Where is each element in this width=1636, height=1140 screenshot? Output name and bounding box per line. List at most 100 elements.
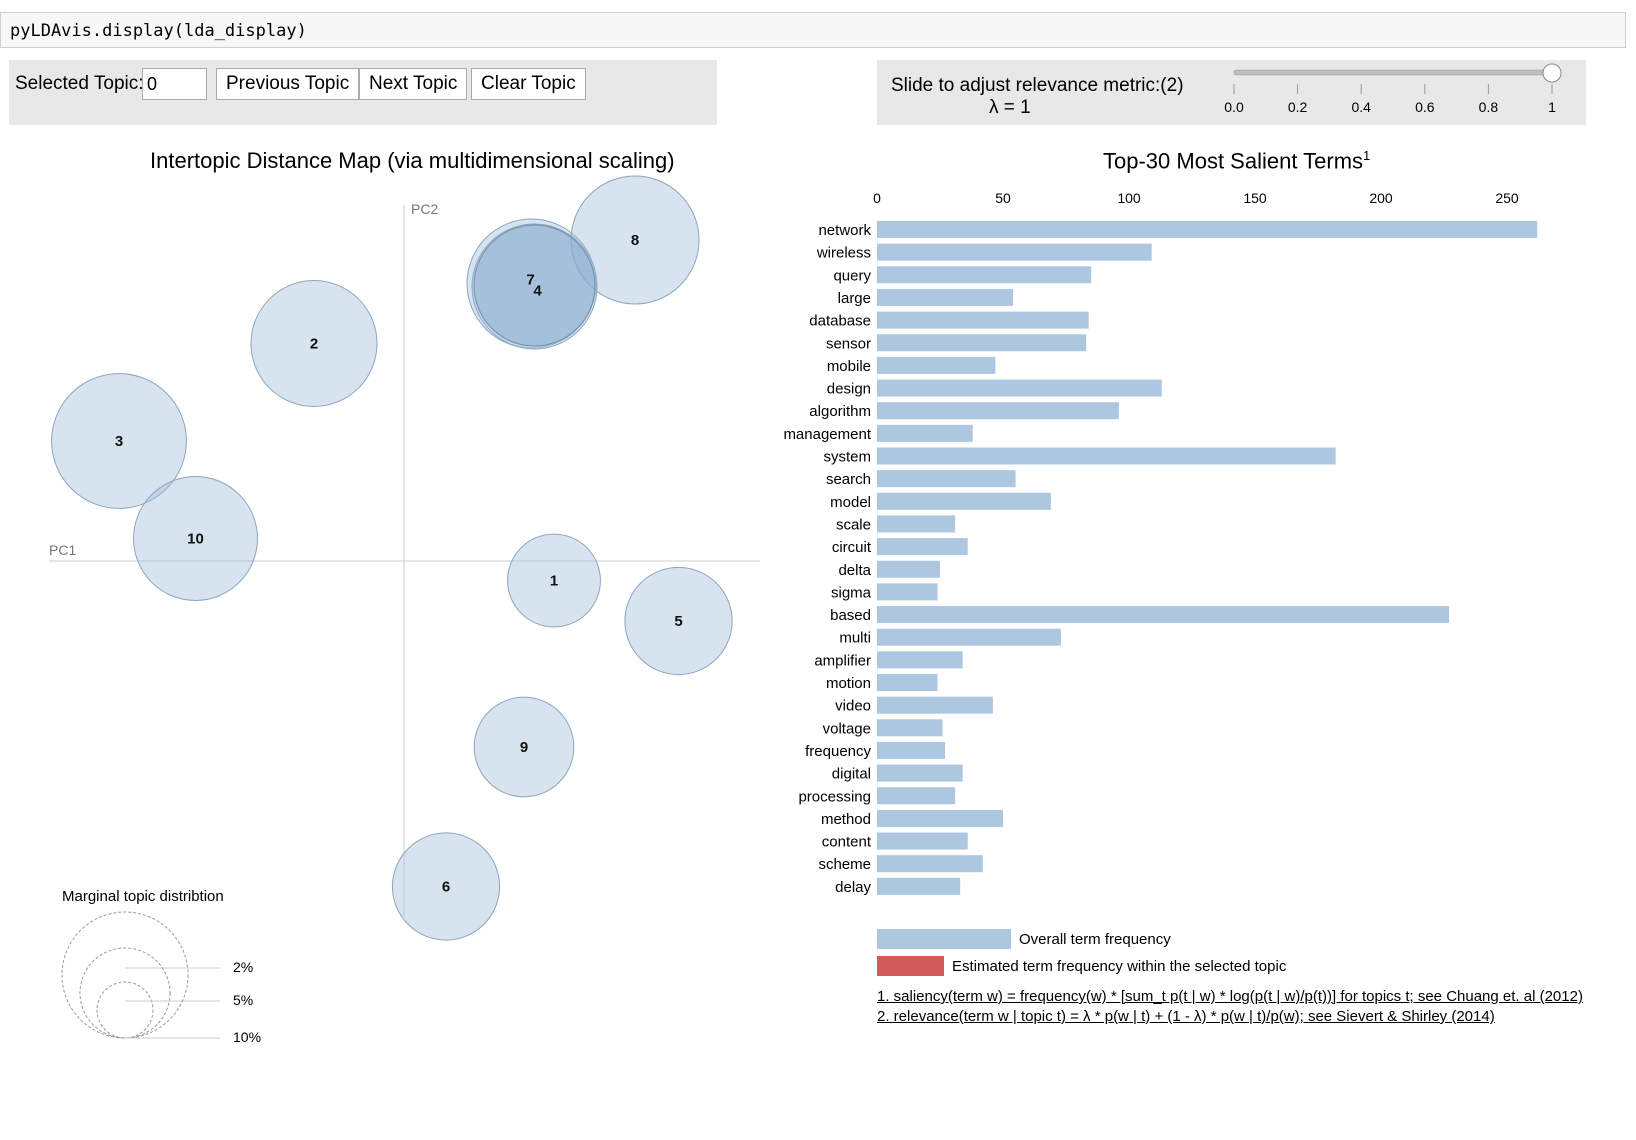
term-bar-management[interactable] bbox=[877, 424, 973, 442]
term-label-content[interactable]: content bbox=[822, 834, 872, 851]
term-bar-network[interactable] bbox=[877, 221, 1538, 238]
clear-topic-button[interactable]: Clear Topic bbox=[471, 68, 586, 100]
marginal-circle bbox=[96, 981, 154, 1039]
term-bar-based[interactable] bbox=[877, 606, 1450, 624]
slider-tick-label: 0.8 bbox=[1479, 99, 1499, 115]
term-label-multi[interactable]: multi bbox=[839, 630, 871, 647]
term-bar-content[interactable] bbox=[877, 832, 968, 850]
term-bars: network wireless query large database sensor m… bbox=[783, 221, 1538, 896]
relevance-slider[interactable]: 0.0 0.2 0.4 0.6 0.8 1 bbox=[877, 60, 1586, 125]
term-label-system[interactable]: system bbox=[823, 449, 871, 466]
term-bar-motion[interactable] bbox=[877, 674, 938, 691]
term-bar-query[interactable] bbox=[877, 266, 1092, 284]
term-bar-system[interactable] bbox=[877, 447, 1336, 465]
term-label-delta[interactable]: delta bbox=[838, 562, 871, 579]
term-bar-model[interactable] bbox=[877, 492, 1051, 510]
topic-bubble-3[interactable] bbox=[51, 373, 187, 509]
term-label-based[interactable]: based bbox=[830, 607, 871, 624]
intertopic-map-title: Intertopic Distance Map (via multidimens… bbox=[150, 148, 675, 173]
relevance-footnote[interactable]: 2. relevance(term w | topic t) = λ * p(w… bbox=[877, 1008, 1495, 1025]
term-bar-voltage[interactable] bbox=[877, 719, 943, 737]
term-bar-sensor[interactable] bbox=[877, 334, 1087, 352]
term-label-network[interactable]: network bbox=[818, 222, 871, 239]
slider-tick-label: 0.6 bbox=[1415, 99, 1435, 115]
term-bar-scheme[interactable] bbox=[877, 855, 983, 873]
term-bar-database[interactable] bbox=[877, 311, 1089, 329]
topic-bubble-4[interactable] bbox=[471, 223, 598, 350]
slider-ticks: 0.0 0.2 0.4 0.6 0.8 1 bbox=[1224, 84, 1556, 115]
term-label-voltage[interactable]: voltage bbox=[823, 720, 871, 737]
previous-topic-button[interactable]: Previous Topic bbox=[216, 68, 360, 100]
term-label-sigma[interactable]: sigma bbox=[831, 584, 872, 601]
topic-label-2: 2 bbox=[310, 336, 318, 353]
lambda-value-label: λ = 1 bbox=[989, 97, 1031, 118]
term-bar-circuit[interactable] bbox=[877, 538, 968, 556]
term-bar-mobile[interactable] bbox=[877, 356, 996, 374]
bar-xtick-label: 250 bbox=[1495, 190, 1519, 206]
marginal-topic-title: Marginal topic distribtion bbox=[62, 888, 224, 905]
term-label-model[interactable]: model bbox=[830, 494, 871, 511]
term-label-scheme[interactable]: scheme bbox=[818, 856, 871, 873]
topic-bubble-5[interactable] bbox=[624, 566, 733, 676]
term-bar-delay[interactable] bbox=[877, 877, 961, 895]
term-bar-frequency[interactable] bbox=[877, 741, 946, 759]
term-bar-video[interactable] bbox=[877, 696, 993, 714]
intertopic-axes: PC1 PC2 bbox=[49, 201, 760, 916]
term-bar-algorithm[interactable] bbox=[877, 402, 1119, 420]
next-topic-button[interactable]: Next Topic bbox=[359, 68, 468, 100]
term-bar-search[interactable] bbox=[877, 470, 1016, 488]
term-bar-multi[interactable] bbox=[877, 628, 1061, 646]
term-label-design[interactable]: design bbox=[827, 381, 871, 398]
term-label-search[interactable]: search bbox=[826, 471, 871, 488]
term-bar-processing[interactable] bbox=[877, 787, 956, 805]
term-label-mobile[interactable]: mobile bbox=[827, 358, 871, 375]
topic-bubble-2[interactable] bbox=[250, 280, 378, 407]
term-label-video[interactable]: video bbox=[835, 698, 871, 715]
term-label-digital[interactable]: digital bbox=[832, 766, 871, 783]
term-label-large[interactable]: large bbox=[838, 290, 871, 307]
term-bar-sigma[interactable] bbox=[877, 583, 938, 601]
slider-handle[interactable] bbox=[1542, 63, 1562, 83]
term-label-management[interactable]: management bbox=[783, 426, 871, 443]
topic-bubble-1[interactable] bbox=[507, 533, 601, 628]
topic-bubble-7[interactable] bbox=[466, 218, 597, 349]
term-label-method[interactable]: method bbox=[821, 811, 871, 828]
marginal-size-label: 5% bbox=[233, 992, 253, 1008]
slider-tick-label: 0.0 bbox=[1224, 99, 1244, 115]
term-label-amplifier[interactable]: amplifier bbox=[814, 652, 871, 669]
term-label-scale[interactable]: scale bbox=[836, 516, 871, 533]
topic-bubble-highlight[interactable] bbox=[473, 224, 596, 347]
slider-tick-label: 1 bbox=[1548, 99, 1556, 115]
term-label-processing[interactable]: processing bbox=[798, 788, 871, 805]
topic-bubble-10[interactable] bbox=[133, 476, 258, 601]
term-label-database[interactable]: database bbox=[809, 313, 871, 330]
term-label-algorithm[interactable]: algorithm bbox=[809, 403, 871, 420]
term-bar-digital[interactable] bbox=[877, 764, 963, 782]
topic-label-10: 10 bbox=[187, 531, 204, 548]
term-label-circuit[interactable]: circuit bbox=[832, 539, 872, 556]
term-bar-amplifier[interactable] bbox=[877, 651, 963, 669]
term-label-frequency[interactable]: frequency bbox=[805, 743, 871, 760]
marginal-circle bbox=[61, 911, 189, 1039]
bar-xtick-label: 150 bbox=[1243, 190, 1267, 206]
term-label-motion[interactable]: motion bbox=[826, 675, 871, 692]
topic-controls: Selected Topic: Previous Topic Next Topi… bbox=[9, 60, 717, 125]
saliency-footnote[interactable]: 1. saliency(term w) = frequency(w) * [su… bbox=[877, 988, 1583, 1005]
slider-tick-label: 0.2 bbox=[1288, 99, 1308, 115]
term-bar-wireless[interactable] bbox=[877, 243, 1152, 261]
term-bar-delta[interactable] bbox=[877, 560, 940, 578]
topic-bubble-9[interactable] bbox=[473, 696, 575, 798]
term-bar-scale[interactable] bbox=[877, 515, 956, 533]
term-bar-method[interactable] bbox=[877, 809, 1003, 827]
topic-bubble-8[interactable] bbox=[570, 175, 700, 305]
term-bar-large[interactable] bbox=[877, 288, 1014, 306]
term-label-delay[interactable]: delay bbox=[835, 879, 871, 896]
topic-label-4: 4 bbox=[533, 283, 542, 300]
code-cell[interactable]: pyLDAvis.display(lda_display) bbox=[0, 12, 1626, 48]
term-bar-design[interactable] bbox=[877, 379, 1162, 397]
term-label-wireless[interactable]: wireless bbox=[816, 245, 871, 262]
term-label-query[interactable]: query bbox=[833, 267, 871, 284]
term-label-sensor[interactable]: sensor bbox=[826, 335, 871, 352]
topic-bubble-6[interactable] bbox=[391, 832, 501, 941]
selected-topic-input[interactable] bbox=[142, 68, 207, 100]
